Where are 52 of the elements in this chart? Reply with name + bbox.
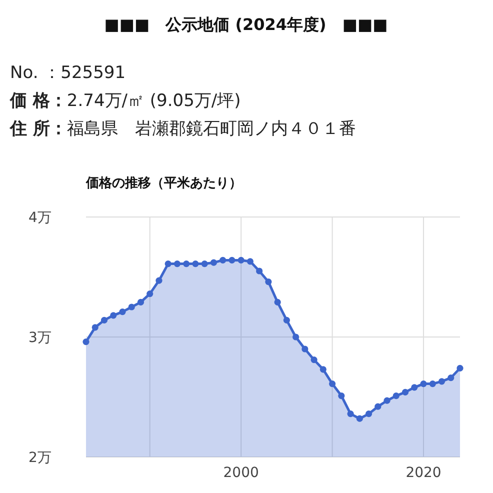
- point: [347, 410, 354, 418]
- point: [283, 316, 290, 324]
- point: [110, 312, 117, 319]
- point: [210, 259, 218, 266]
- y-tick-label: 4万: [28, 210, 52, 226]
- point: [456, 364, 464, 372]
- point: [411, 384, 418, 391]
- point: [365, 410, 372, 418]
- point: [201, 260, 208, 268]
- x-tick-label: 2000: [223, 465, 259, 481]
- point: [429, 380, 436, 388]
- point: [310, 356, 318, 364]
- point: [164, 260, 172, 268]
- point: [220, 256, 226, 264]
- point: [119, 308, 126, 316]
- point: [438, 378, 446, 385]
- chart-title: ■■■ 公示地価 (2024年度) ■■■: [104, 15, 388, 34]
- point: [374, 403, 382, 410]
- text: 価 格：2.74万/㎡ (9.05万/坪): [9, 91, 241, 111]
- point: [420, 380, 427, 388]
- x-tick-label: 2020: [406, 465, 442, 481]
- point: [192, 260, 199, 268]
- y-tick-label: 2万: [28, 450, 52, 466]
- point: [256, 268, 263, 274]
- text: 住 所：福島県 岩瀬郡鏡石町岡ノ内４０１番: [9, 119, 356, 139]
- point: [156, 277, 162, 284]
- point: [392, 392, 400, 400]
- point: [265, 278, 272, 286]
- point: [174, 260, 181, 268]
- point: [100, 316, 108, 324]
- point: [183, 260, 190, 268]
- point: [384, 397, 390, 404]
- point: [292, 334, 300, 340]
- y-tick-label: 3万: [28, 330, 52, 346]
- point: [328, 380, 336, 388]
- point: [320, 366, 326, 373]
- point: [92, 324, 98, 331]
- point: [137, 298, 144, 306]
- point: [448, 374, 454, 382]
- point: [246, 258, 254, 265]
- point: [402, 388, 409, 396]
- point: [82, 338, 90, 346]
- point: [302, 346, 308, 352]
- point: [238, 256, 244, 264]
- point: [146, 290, 154, 298]
- point: [228, 256, 236, 264]
- chart-subtitle: 価格の推移（平米あたり）: [85, 176, 242, 191]
- point: [356, 415, 363, 422]
- point: [338, 392, 345, 400]
- point: [128, 304, 135, 310]
- text: No. ：525591: [10, 63, 126, 83]
- point: [274, 298, 281, 306]
